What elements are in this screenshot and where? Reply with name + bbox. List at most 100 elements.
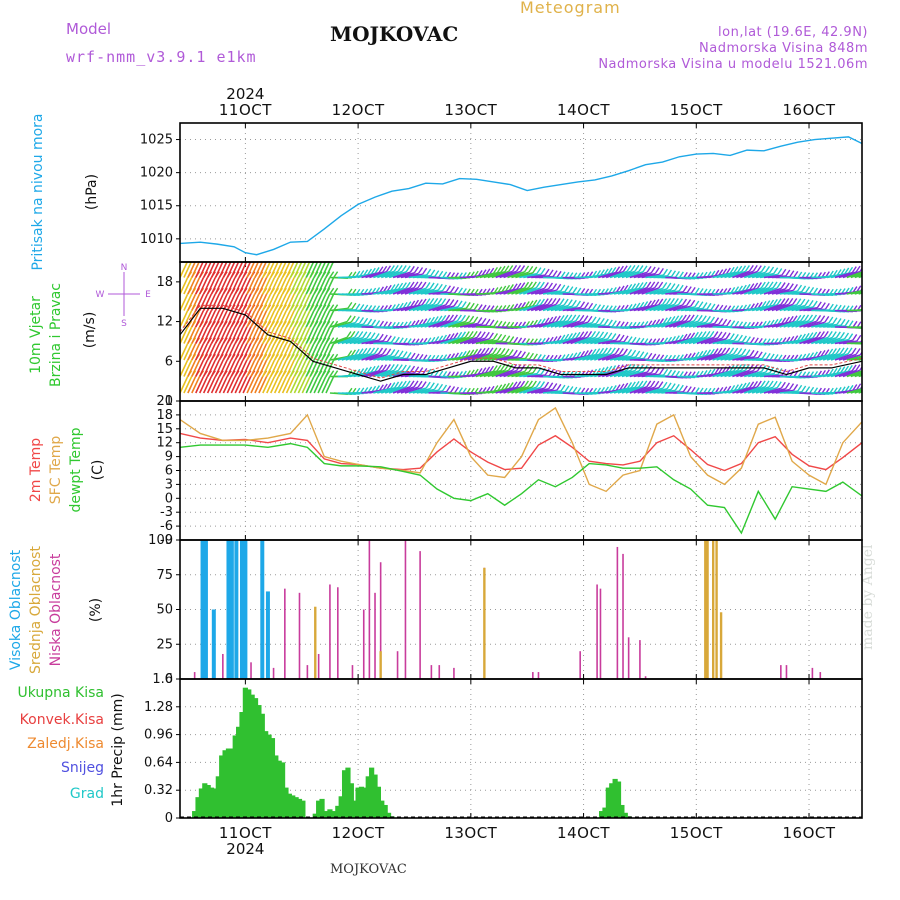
wind-barb <box>277 293 287 311</box>
wind-barb-flag <box>737 334 743 342</box>
wind-barb <box>258 277 268 295</box>
wind-barb-flag <box>437 283 443 291</box>
wind-barb-flag <box>505 335 511 343</box>
wind-barb-flag <box>796 298 802 306</box>
precip-bar <box>256 705 262 818</box>
wind-barb-flag <box>433 283 439 290</box>
wind-barb <box>625 271 644 279</box>
wind-barb-flag <box>429 382 435 390</box>
wind-barb-flag <box>389 363 395 371</box>
wind-barb <box>511 371 530 378</box>
wind-barb <box>424 303 442 312</box>
wind-barb <box>195 293 205 311</box>
wind-barb <box>601 353 620 361</box>
y-tick-label: 6 <box>165 354 173 369</box>
wind-barb-flag <box>646 265 652 273</box>
wind-barb <box>214 343 224 361</box>
wind-barb <box>795 337 813 345</box>
wind-barb-flag <box>869 337 873 343</box>
wind-barb <box>444 306 463 312</box>
wind-barb <box>582 353 600 361</box>
wind-barb <box>341 353 360 361</box>
wind-barb-flag <box>393 264 399 272</box>
wind-barb-flag <box>572 386 578 394</box>
wind-barb-flag <box>658 381 664 389</box>
wind-barb-flag <box>792 284 798 291</box>
precip-bar <box>236 726 242 818</box>
wind-barb <box>180 359 189 377</box>
wind-barb <box>234 293 244 311</box>
wind-barb-flag <box>800 333 806 341</box>
wind-barb-flag <box>749 336 755 344</box>
wind-barb <box>420 289 439 295</box>
wind-barb <box>273 359 284 377</box>
day-label-bottom: 11OCT <box>219 824 272 842</box>
wind-barb-flag <box>772 380 778 388</box>
wind-barb <box>297 277 307 295</box>
wind-barb-flag <box>531 281 537 289</box>
wind-barb <box>645 287 663 295</box>
wind-barb-flag <box>374 333 380 340</box>
wind-barb-flag <box>552 370 558 377</box>
day-label-bottom: 13OCT <box>444 824 497 842</box>
wind-barb <box>321 262 331 278</box>
wind-barb <box>285 343 295 361</box>
y-tick-label: 0 <box>165 811 173 826</box>
wind-barb <box>743 271 762 279</box>
wind-barb-flag <box>520 282 526 289</box>
wind-barb-flag <box>548 369 554 377</box>
wind-barb-flag <box>519 380 526 388</box>
wind-barb-flag <box>564 385 570 393</box>
wind-barb-flag <box>815 314 822 322</box>
cloud-bar-mid <box>704 540 707 679</box>
wind-barb <box>206 277 216 295</box>
wind-barb <box>530 288 549 295</box>
precip-bar <box>242 687 248 818</box>
wind-barb-flag <box>865 304 869 310</box>
y-tick-label: 21 <box>156 394 173 409</box>
wind-barb-flag <box>868 350 872 356</box>
wind-barb <box>226 359 236 377</box>
precip-bar <box>622 812 628 818</box>
wind-barb-flag <box>686 286 692 294</box>
wind-barb-flag <box>869 322 873 328</box>
wind-barb-flag <box>876 302 880 308</box>
wind-barb <box>653 288 672 295</box>
wind-barb-flag <box>512 349 518 357</box>
wind-barb <box>550 304 569 312</box>
wind-barb-flag <box>413 380 419 388</box>
day-label-top: 16OCT <box>783 101 836 119</box>
pressure-unit-label: (hPa) <box>84 174 100 210</box>
wind-barb-flag <box>805 386 811 394</box>
panel-frame <box>179 122 863 263</box>
precip-bar <box>286 793 292 818</box>
model-label: Model <box>66 20 112 38</box>
wind-barb-flag <box>873 338 877 344</box>
wind-barb <box>507 386 525 394</box>
wind-barb <box>289 343 299 361</box>
wind-barb <box>732 387 750 394</box>
wind-barb <box>850 388 862 394</box>
precip-bar <box>365 776 371 818</box>
wind-barb <box>739 386 758 394</box>
cloud-bar-low <box>306 665 309 679</box>
wind-barb <box>487 369 505 378</box>
wind-barb-flag <box>780 282 786 289</box>
year-label-bottom: 2024 <box>226 840 264 858</box>
wind-barb-flag <box>543 381 550 389</box>
wind-barb <box>783 320 801 328</box>
wind-barb <box>230 326 240 344</box>
wind-barb <box>779 320 798 328</box>
wind-barb-flag <box>322 255 326 261</box>
wind-barb <box>361 370 379 378</box>
wind-barb-flag <box>354 348 360 356</box>
wind-barb-flag <box>473 303 479 311</box>
cloud-bar-high <box>243 540 248 679</box>
wind-barb <box>538 321 557 328</box>
wind-barb-flag <box>772 298 778 306</box>
wind-barb <box>206 262 216 278</box>
wind-barb <box>811 322 830 328</box>
wind-barb <box>594 338 613 345</box>
precip-bar <box>202 783 208 818</box>
cloud-bar-low <box>374 592 376 679</box>
